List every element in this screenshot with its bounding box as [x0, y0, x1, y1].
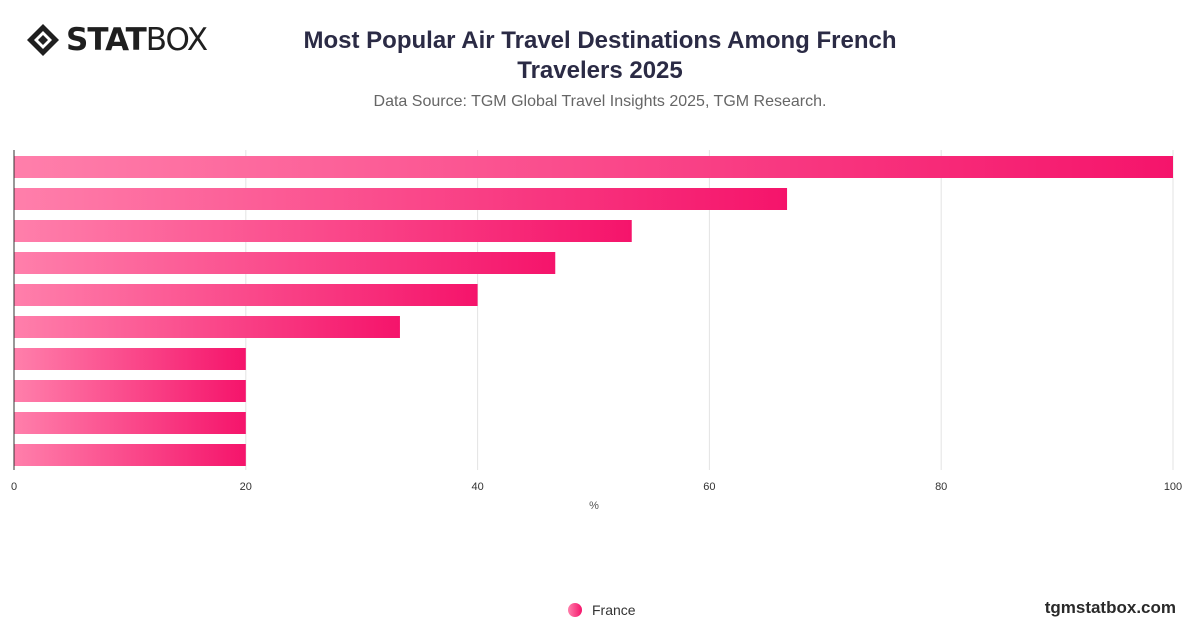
x-tick-label: 0 — [11, 481, 17, 493]
bar[interactable] — [14, 188, 788, 210]
footer-url: tgmstatbox.com — [1044, 598, 1176, 617]
x-tick-label: 60 — [703, 481, 715, 493]
chart-title: Most Popular Air Travel Destinations Amo… — [303, 27, 897, 84]
bar[interactable] — [14, 348, 246, 370]
bar[interactable] — [14, 252, 556, 274]
x-tick-label: 80 — [935, 481, 947, 493]
x-tick-label: 40 — [471, 481, 483, 493]
legend-marker-icon — [568, 603, 582, 617]
x-tick-label: 20 — [240, 481, 252, 493]
chart-subtitle: Data Source: TGM Global Travel Insights … — [373, 93, 827, 110]
logo-text-strong: STAT — [66, 22, 147, 58]
x-axis-title: % — [589, 500, 599, 512]
logo-text: STATBOX — [66, 22, 208, 58]
bar[interactable] — [14, 284, 478, 306]
legend-label: France — [592, 602, 636, 618]
diamond-logo-icon — [27, 24, 59, 56]
bar[interactable] — [14, 412, 246, 434]
bar[interactable] — [14, 220, 632, 242]
x-tick-label: 100 — [1164, 481, 1182, 493]
statbox-logo: STATBOX — [26, 22, 208, 58]
bar[interactable] — [14, 444, 246, 466]
bar[interactable] — [14, 380, 246, 402]
logo-text-light: BOX — [145, 22, 208, 58]
bar[interactable] — [14, 316, 400, 338]
legend[interactable]: France — [568, 602, 636, 618]
bar[interactable] — [14, 156, 1173, 178]
